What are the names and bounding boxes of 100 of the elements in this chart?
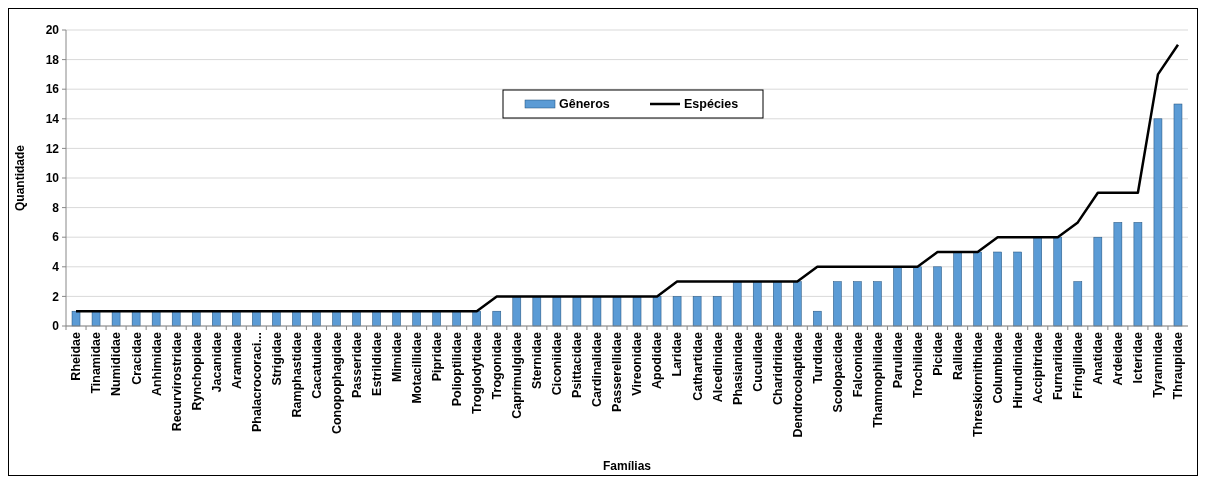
- x-tick-label: Apodidae: [650, 331, 665, 389]
- bar: [332, 310, 341, 327]
- y-axis-title: Quantidade: [13, 144, 27, 212]
- bar: [612, 296, 622, 327]
- bar: [472, 310, 481, 327]
- y-tick-label: 0: [52, 319, 60, 334]
- x-tick-label: Ramphastidae: [289, 331, 304, 418]
- legend-label: Gêneros: [559, 97, 610, 112]
- x-axis-title: Famílias: [602, 459, 652, 473]
- x-tick-label: Rheidae: [69, 331, 84, 381]
- x-tick-label: Laridae: [670, 331, 685, 377]
- x-tick-label: Numididae: [109, 331, 124, 396]
- x-tick-label: Strigidae: [269, 331, 284, 386]
- bar: [512, 296, 522, 327]
- bar: [412, 310, 421, 327]
- bar: [692, 296, 702, 327]
- bar: [712, 296, 722, 327]
- x-tick-label: Troglodytidae: [470, 331, 485, 414]
- x-tick-label: Pipridae: [430, 331, 445, 382]
- x-tick-label: Icteridae: [1131, 331, 1146, 384]
- bar: [913, 266, 922, 327]
- legend-label: Espécies: [684, 97, 739, 112]
- y-tick-label: 12: [45, 141, 60, 156]
- x-tick-label: Jacanidae: [209, 331, 224, 393]
- x-tick-label: Tyrannidae: [1151, 331, 1166, 398]
- bar: [893, 266, 902, 327]
- bar: [1133, 222, 1143, 327]
- bar: [171, 310, 181, 327]
- x-tick-label: Passeridae: [349, 331, 364, 399]
- bar: [933, 266, 942, 327]
- y-tick-label: 6: [52, 230, 60, 245]
- y-tick-label: 8: [52, 200, 60, 215]
- x-tick-label: Mimidae: [389, 331, 404, 383]
- y-tick-label: 16: [45, 82, 60, 97]
- bar: [151, 310, 161, 327]
- bar: [272, 310, 281, 327]
- bar: [452, 310, 461, 327]
- bar: [191, 310, 201, 327]
- x-tick-label: Motacillidae: [410, 331, 424, 404]
- x-tick-label: Fringillidae: [1071, 331, 1086, 399]
- bar: [873, 281, 882, 327]
- x-tick-label: Cardinalidae: [590, 331, 605, 408]
- bar: [1173, 103, 1183, 327]
- x-tick-label: Sternidae: [530, 331, 545, 389]
- bar: [1053, 236, 1063, 327]
- bar: [632, 296, 642, 327]
- x-tick-label: Alcedinidae: [710, 331, 725, 403]
- y-tick-label: 20: [45, 23, 60, 38]
- x-tick-label: Threskiornithidae: [971, 331, 985, 437]
- bar: [833, 281, 842, 327]
- bar: [212, 310, 221, 327]
- bar: [91, 310, 101, 327]
- x-tick-label: Anhimidae: [149, 331, 164, 396]
- bar: [773, 281, 782, 327]
- bar: [352, 310, 361, 327]
- bar: [312, 310, 321, 327]
- x-tick-label: Parulidae: [890, 331, 905, 389]
- bar: [111, 310, 121, 327]
- bar: [392, 310, 401, 327]
- x-tick-label: Hirundinidae: [1011, 331, 1026, 409]
- y-tick-label: 2: [52, 289, 60, 304]
- bar: [1073, 281, 1083, 327]
- x-tick-label: Cacatuidae: [309, 331, 324, 399]
- bar: [853, 281, 862, 327]
- x-tick-label: Thamnophilidae: [870, 331, 885, 428]
- y-tick-label: 14: [45, 112, 60, 126]
- x-tick-label: Accipitridae: [1031, 331, 1046, 404]
- x-tick-label: Conopophagidae: [329, 331, 344, 435]
- bar: [1153, 118, 1163, 327]
- bar: [993, 251, 1002, 327]
- x-tick-label: Vireonidae: [630, 331, 645, 396]
- bar: [732, 281, 742, 327]
- x-tick-label: Charidriidae: [770, 331, 785, 405]
- bar: [492, 310, 502, 327]
- bar: [432, 310, 441, 327]
- bar: [232, 310, 241, 327]
- x-tick-label: Cuculidae: [750, 331, 765, 392]
- bar: [652, 296, 662, 327]
- bar: [552, 296, 562, 327]
- x-tick-label: Cathartidae: [690, 331, 705, 401]
- x-tick-label: Phasianidae: [730, 331, 745, 405]
- x-tick-label: Ciconiidae: [550, 331, 565, 396]
- x-tick-label: Phalacrocoraci...: [249, 332, 264, 433]
- x-tick-label: Cracidae: [129, 331, 144, 385]
- bar: [372, 310, 381, 327]
- bar: [572, 296, 582, 327]
- x-tick-label: Turdidae: [810, 331, 825, 384]
- x-tick-label: Trochilidae: [910, 331, 925, 398]
- x-tick-label: Columbidae: [991, 331, 1006, 404]
- bar: [1093, 236, 1103, 327]
- bar: [973, 251, 982, 327]
- bar: [592, 296, 602, 327]
- bar: [131, 310, 141, 327]
- y-tick-label: 4: [52, 260, 60, 274]
- x-tick-label: Ardeidae: [1111, 331, 1126, 386]
- x-tick-label: Rynchopidae: [189, 331, 204, 411]
- bar: [292, 310, 301, 327]
- bar: [252, 310, 261, 327]
- x-tick-label: Aramidae: [229, 331, 244, 389]
- x-tick-label: Picidae: [930, 331, 945, 376]
